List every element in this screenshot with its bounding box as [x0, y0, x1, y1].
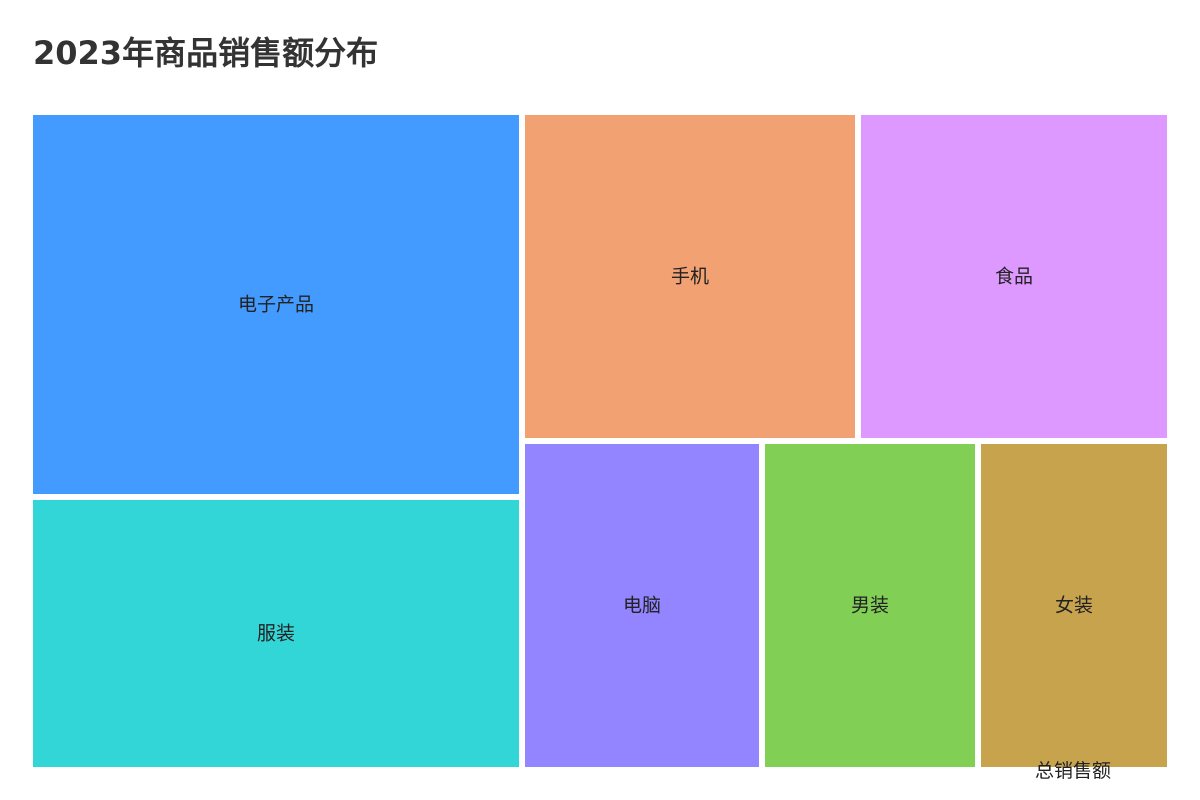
tile-label-electronics: 电子产品 — [238, 294, 314, 316]
tile-rect-electronics[interactable] — [33, 115, 519, 494]
tile-womenswear[interactable]: 女装 — [981, 444, 1167, 767]
chart-title: 2023年商品销售额分布 — [33, 34, 379, 72]
tile-rect-womenswear[interactable] — [981, 444, 1167, 767]
tile-label-menswear: 男装 — [851, 595, 889, 617]
tile-label-food: 食品 — [995, 266, 1033, 288]
tile-electronics[interactable]: 电子产品 — [33, 115, 519, 494]
tile-rect-computers[interactable] — [525, 444, 759, 767]
tile-rect-food[interactable] — [861, 115, 1167, 438]
tile-phones[interactable]: 手机 — [525, 115, 855, 438]
tile-clothing[interactable]: 服装 — [33, 500, 519, 767]
tile-menswear[interactable]: 男装 — [765, 444, 975, 767]
tile-computers[interactable]: 电脑 — [525, 444, 759, 767]
tile-rect-phones[interactable] — [525, 115, 855, 438]
tile-label-computers: 电脑 — [623, 595, 661, 617]
tile-rect-menswear[interactable] — [765, 444, 975, 767]
tile-food[interactable]: 食品 — [861, 115, 1167, 438]
tile-label-womenswear: 女装 — [1055, 595, 1093, 617]
tile-label-clothing: 服装 — [257, 623, 295, 645]
tile-rect-clothing[interactable] — [33, 500, 519, 767]
tile-label-phones: 手机 — [671, 266, 709, 288]
value-label: 总销售额 — [1035, 760, 1112, 782]
